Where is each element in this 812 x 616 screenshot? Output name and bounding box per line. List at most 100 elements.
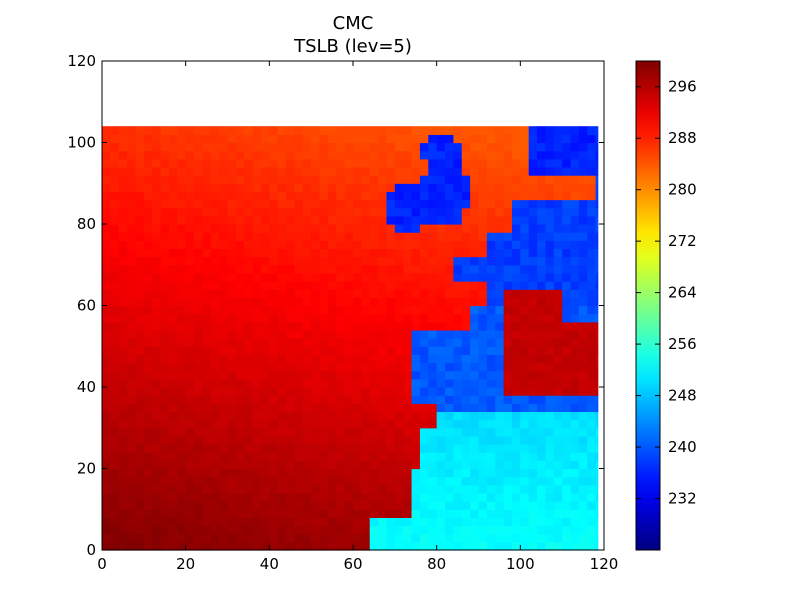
heatmap-cell (277, 248, 287, 258)
heatmap-cell (110, 126, 120, 135)
heatmap-cell (202, 444, 212, 453)
heatmap-cell (511, 272, 521, 282)
heatmap-cell (570, 444, 580, 453)
heatmap-cell (537, 281, 547, 290)
heatmap-cell (260, 175, 270, 184)
heatmap-cell (361, 281, 371, 290)
heatmap-cell (520, 166, 530, 176)
heatmap-cell (562, 509, 572, 518)
heatmap-cell (235, 321, 245, 331)
heatmap-cell (553, 224, 563, 233)
heatmap-cell (495, 158, 505, 168)
heatmap-cell (545, 501, 555, 510)
heatmap-cell (428, 232, 438, 241)
heatmap-cell (210, 281, 220, 290)
heatmap-cell (394, 150, 404, 160)
heatmap-cell (587, 224, 597, 233)
heatmap-cell (419, 517, 429, 527)
heatmap-cell (219, 158, 229, 168)
heatmap-cell (562, 338, 572, 347)
heatmap-cell (428, 256, 438, 266)
heatmap-cell (403, 501, 413, 510)
heatmap-cell (537, 338, 547, 347)
heatmap-cell (445, 460, 454, 470)
heatmap-cell (545, 224, 555, 233)
heatmap-cell (286, 370, 296, 380)
heatmap-cell (419, 297, 429, 307)
heatmap-cell (344, 224, 354, 233)
heatmap-cell (511, 256, 521, 266)
heatmap-cell (152, 460, 162, 470)
heatmap-cell (110, 272, 120, 282)
heatmap-cell (344, 166, 354, 176)
heatmap-cell (570, 484, 580, 494)
heatmap-cell (428, 370, 438, 380)
heatmap-cell (135, 411, 145, 421)
heatmap-cell (587, 411, 597, 421)
heatmap-cell (445, 281, 454, 290)
heatmap-cell (411, 484, 421, 494)
heatmap-cell (419, 289, 429, 298)
heatmap-cell (319, 305, 329, 315)
heatmap-cell (168, 305, 178, 315)
heatmap-cell (286, 297, 296, 307)
heatmap-cell (252, 427, 262, 437)
heatmap-cell (210, 191, 220, 201)
heatmap-cell (486, 517, 496, 527)
heatmap-cell (378, 224, 388, 233)
heatmap-cell (403, 166, 413, 176)
heatmap-cell (520, 199, 530, 209)
heatmap-cell (578, 142, 588, 152)
heatmap-cell (336, 321, 346, 331)
heatmap-cell (570, 370, 580, 380)
heatmap-cell (378, 191, 388, 201)
heatmap-cell (470, 150, 480, 160)
heatmap-cell (419, 183, 429, 192)
heatmap-cell (269, 362, 279, 372)
heatmap-cell (562, 150, 572, 160)
heatmap-cell (177, 362, 187, 372)
heatmap-cell (528, 232, 538, 241)
heatmap-cell (587, 166, 597, 176)
heatmap-cell (470, 395, 480, 404)
heatmap-cell (152, 158, 162, 168)
heatmap-cell (344, 484, 354, 494)
heatmap-cell (419, 313, 429, 323)
heatmap-cell (294, 191, 304, 201)
heatmap-cell (495, 313, 505, 323)
heatmap-cell (244, 183, 254, 192)
heatmap-cell (277, 183, 287, 192)
heatmap-cell (394, 435, 404, 445)
heatmap-cell (470, 297, 480, 307)
heatmap-cell (286, 158, 296, 168)
heatmap-cell (378, 126, 388, 135)
heatmap-cell (411, 492, 421, 502)
heatmap-cell (143, 419, 153, 429)
heatmap-cell (486, 183, 496, 192)
heatmap-cell (562, 142, 572, 152)
heatmap-cell (118, 346, 128, 355)
heatmap-cell (127, 525, 137, 535)
heatmap-cell (177, 452, 187, 461)
heatmap-cell (235, 362, 245, 372)
heatmap-cell (127, 321, 137, 331)
heatmap-cell (210, 435, 220, 445)
heatmap-cell (210, 403, 220, 413)
heatmap-cell (244, 378, 254, 388)
heatmap-cell (528, 435, 538, 445)
heatmap-cell (277, 533, 287, 543)
heatmap-cell (361, 517, 371, 527)
heatmap-cell (461, 305, 471, 315)
heatmap-cell (302, 232, 312, 241)
heatmap-cell (344, 387, 354, 396)
heatmap-cell (244, 468, 254, 478)
heatmap-cell (327, 492, 337, 502)
heatmap-cell (244, 313, 254, 323)
heatmap-cell (419, 224, 429, 233)
heatmap-cell (553, 419, 563, 429)
heatmap-cell (486, 281, 496, 290)
heatmap-cell (478, 329, 488, 339)
heatmap-cell (244, 175, 254, 184)
heatmap-cell (177, 370, 187, 380)
heatmap-cell (269, 517, 279, 527)
